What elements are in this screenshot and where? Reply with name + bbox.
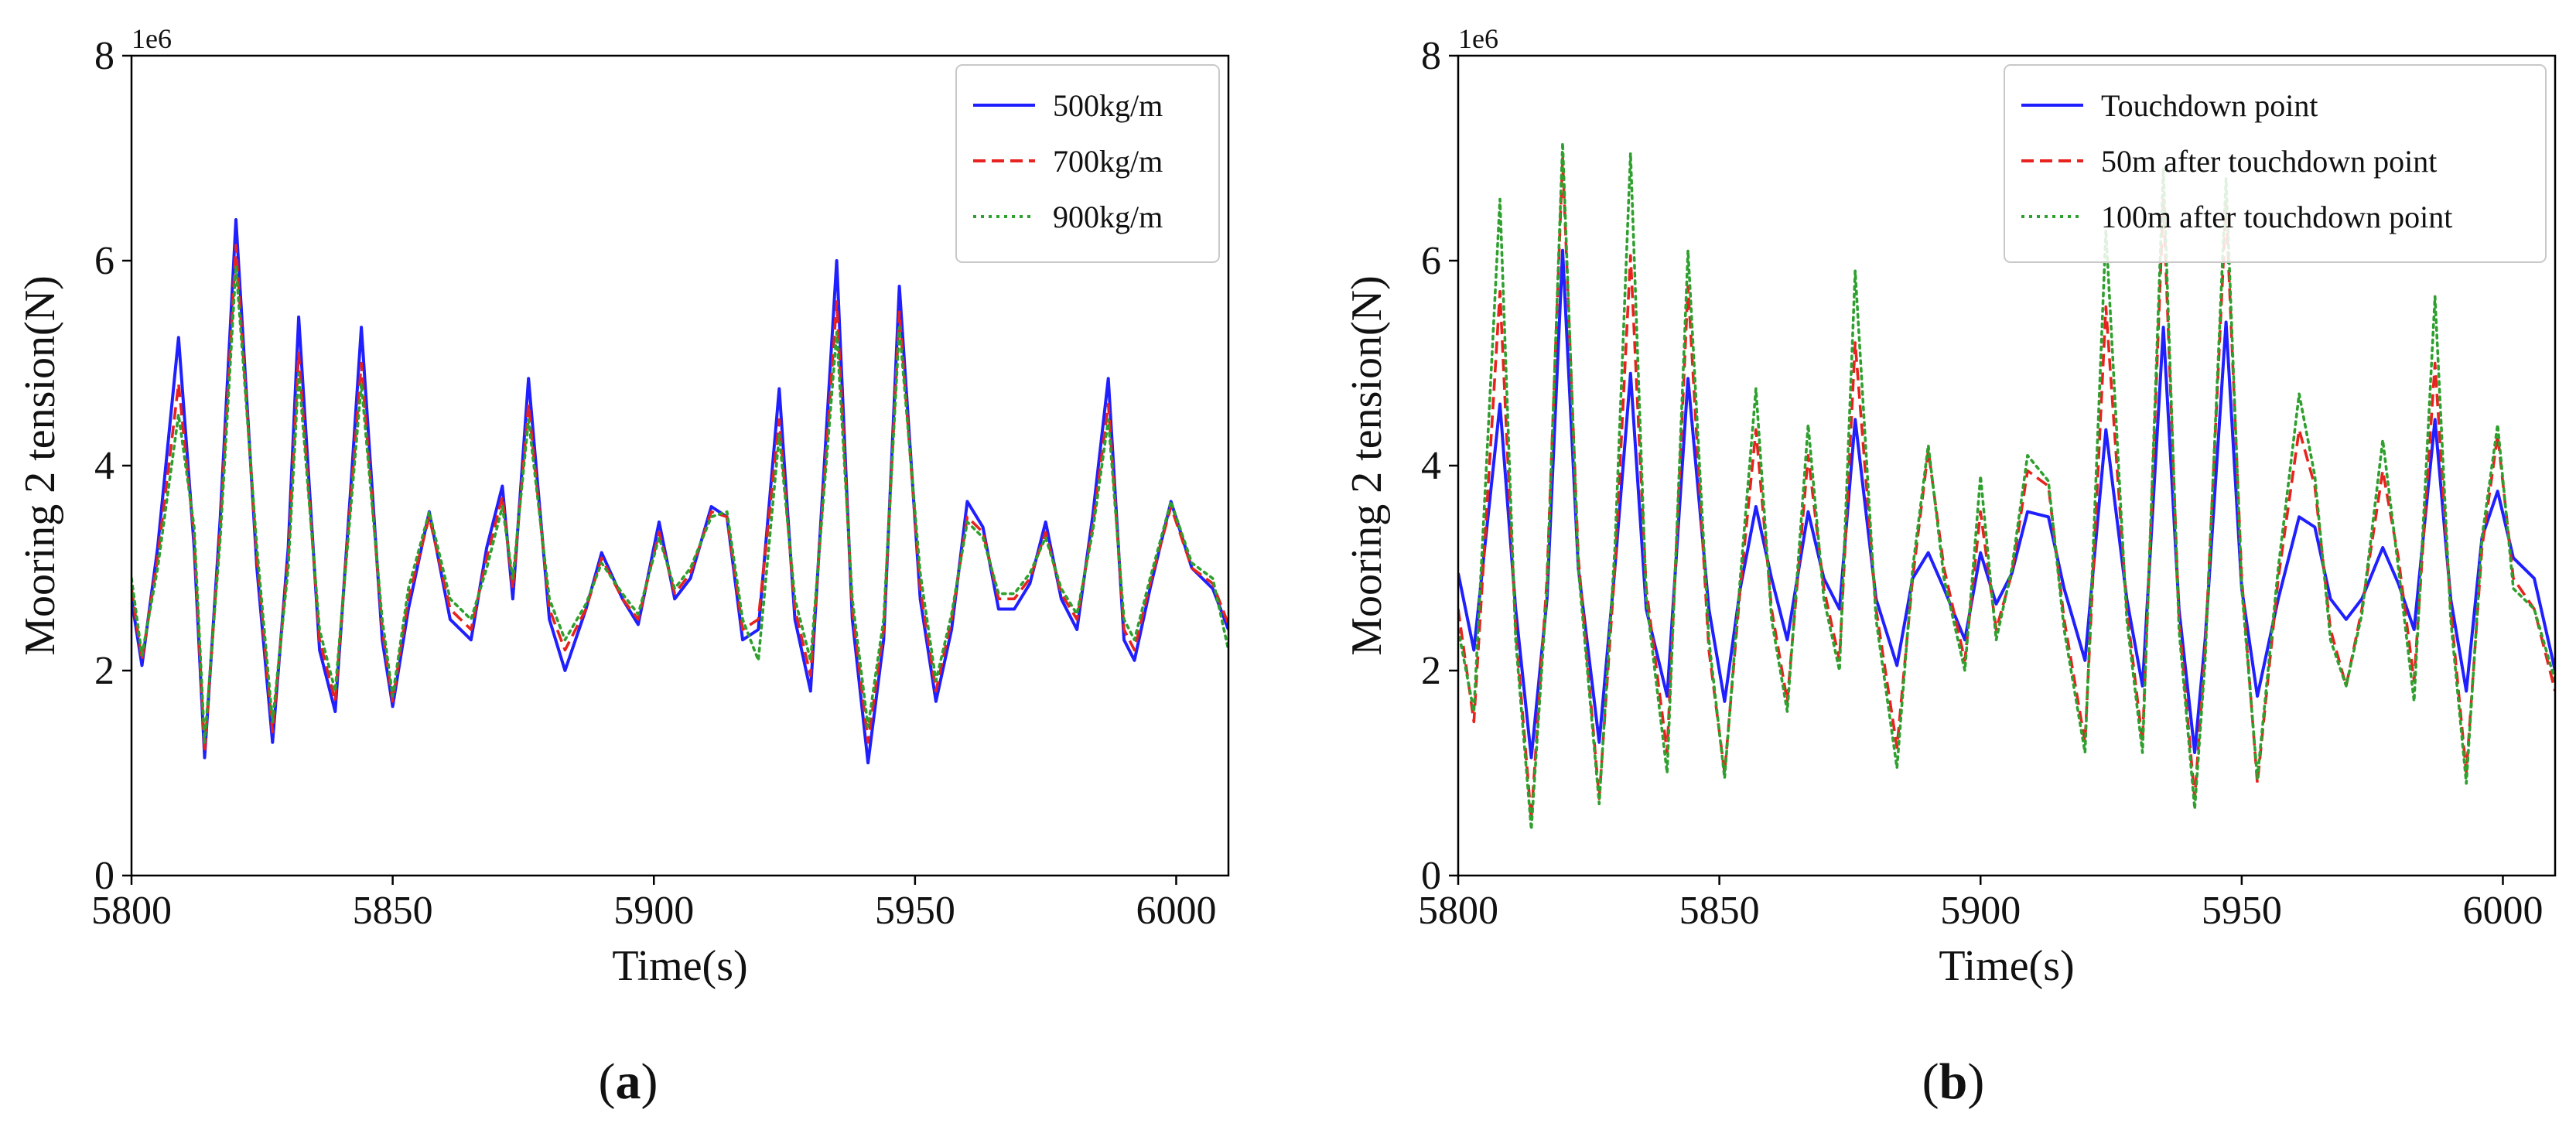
legend: Touchdown point 50m after touchdown point…	[2004, 64, 2547, 263]
x-tick-label: 5950	[875, 889, 955, 933]
x-axis-title: Time(s)	[1939, 942, 2074, 990]
y-tick-label: 4	[1421, 444, 1441, 488]
series-line-1	[132, 218, 1228, 765]
x-tick-label: 5950	[2202, 889, 2282, 933]
y-tick-label: 0	[1421, 854, 1441, 898]
caption-b: (b)	[1922, 1053, 1985, 1110]
x-tick-label: 5900	[613, 889, 694, 933]
x-tick-label: 5900	[1940, 889, 2021, 933]
legend-label-2: 700kg/m	[1053, 144, 1163, 179]
y-tick-label: 8	[94, 34, 114, 78]
y-tick-label: 0	[94, 854, 114, 898]
x-tick-label: 6000	[1136, 889, 1216, 933]
series-line-1	[1458, 248, 2555, 760]
x-tick-label: 5850	[1679, 889, 1760, 933]
legend-label-2: 50m after touchdown point	[2101, 144, 2437, 179]
y-tick-label: 6	[1421, 239, 1441, 283]
chart-panel-b: 5800 5850 5900 5950 6000 0 2 4 6 8 1e6 Time(s) Moori…	[1343, 23, 2557, 990]
legend-box	[955, 64, 1220, 263]
y-tick-label: 2	[1421, 649, 1441, 693]
y-offset-label: 1e6	[1458, 23, 1498, 54]
x-tick-label: 5800	[91, 889, 172, 933]
x-tick-label: 6000	[2462, 889, 2543, 933]
y-tick-label: 4	[94, 444, 114, 488]
legend-label-3: 100m after touchdown point	[2101, 200, 2452, 234]
x-tick-label: 5850	[353, 889, 433, 933]
y-axis-title: Mooring 2 tension(N)	[16, 275, 64, 656]
series-line-2	[132, 244, 1228, 754]
x-axis-title: Time(s)	[612, 942, 747, 990]
legend-label-1: 500kg/m	[1053, 88, 1163, 123]
legend: 500kg/m 700kg/m 900kg/m	[955, 64, 1220, 263]
series-group	[132, 218, 1228, 765]
x-tick-label: 5800	[1418, 889, 1498, 933]
y-axis-title: Mooring 2 tension(N)	[1343, 275, 1391, 656]
y-tick-label: 6	[94, 239, 114, 283]
y-tick-label: 8	[1421, 34, 1441, 78]
caption-a: (a)	[599, 1053, 658, 1110]
legend-label-3: 900kg/m	[1053, 200, 1163, 234]
series-line-3	[1458, 141, 2555, 831]
y-offset-label: 1e6	[132, 23, 172, 54]
legend-label-1: Touchdown point	[2101, 88, 2318, 123]
series-group	[1458, 141, 2555, 831]
legend-box	[2004, 64, 2547, 263]
series-line-3	[132, 264, 1228, 744]
y-tick-label: 2	[94, 649, 114, 693]
chart-panel-a: 5800 5850 5900 5950 6000 0 2 4 6 8 1e6 Time(s) Moori…	[16, 23, 1230, 990]
